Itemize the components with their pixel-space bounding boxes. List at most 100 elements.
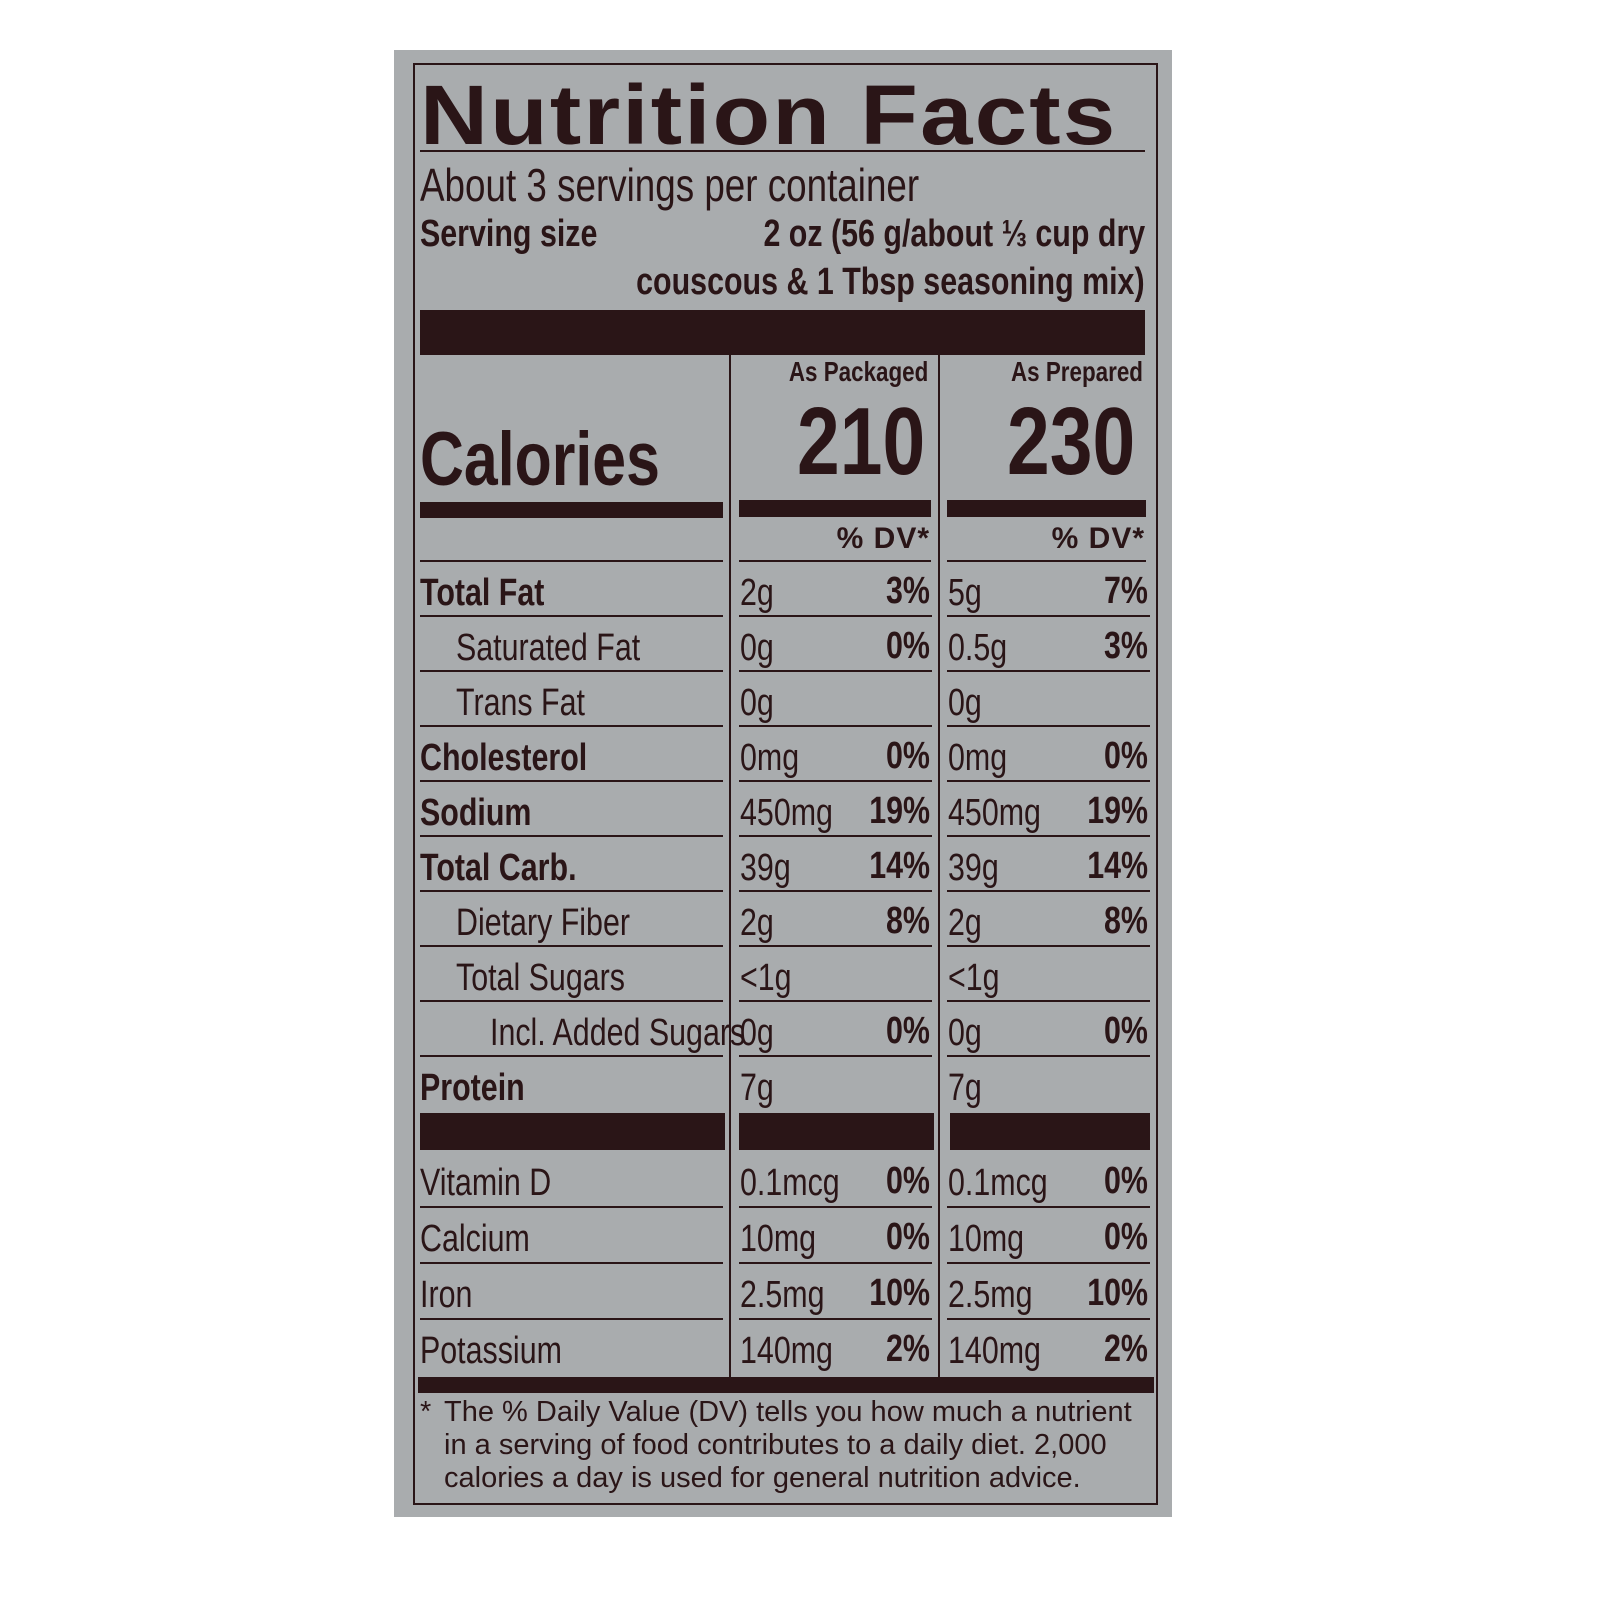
packaged-dv: 2% [875,1322,930,1377]
prepared-amount-text: <1g [948,957,1000,999]
packaged-dv: 0% [875,1210,930,1265]
prepared-amount-text: 140mg [948,1330,1041,1372]
prepared-dv-text: 14% [1087,845,1148,887]
serving-size-label-text: Serving size [420,213,598,255]
row-rule [420,670,723,672]
row-rule [420,1318,723,1320]
prepared-amount-text: 7g [948,1067,982,1109]
nutrient-name-text: Saturated Fat [456,627,641,669]
packaged-amount: 0g [740,676,782,731]
packaged-amount-text: 10mg [740,1218,817,1260]
nutrient-row: Sodium 450mg 19% 450mg 19% [0,782,1600,837]
prepared-amount-text: 2g [948,902,982,944]
vitamin-row: Calcium 10mg 0% 10mg 0% [0,1208,1600,1264]
servings-text: About 3 servings per container [420,159,920,211]
serving-size-label: Serving size [420,212,642,256]
prepared-amount-text: 2.5mg [948,1274,1033,1316]
nutrient-name-text: Calcium [420,1218,530,1260]
packaged-amount-text: 39g [740,847,791,889]
packaged-amount: 7g [740,1061,782,1116]
prepared-dv: 0% [1093,1210,1148,1265]
row-rule [739,1262,932,1264]
prepared-dv-text: 19% [1087,790,1148,832]
row-rule [420,890,723,892]
packaged-amount: 10mg [740,1212,835,1267]
row-rule [947,1206,1150,1208]
prepared-dv: 0% [1093,1004,1148,1059]
prepared-amount: 0g [948,676,990,731]
row-rule [947,1262,1150,1264]
nutrient-name: Total Fat [420,566,576,621]
prepared-amount-text: 0g [948,1012,982,1054]
column-divider-2 [938,355,940,1377]
packaged-amount: 2g [740,566,782,621]
row-rule [739,725,932,727]
prepared-amount-text: 10mg [948,1218,1025,1260]
prepared-amount-text: 0mg [948,737,1008,779]
nutrient-row: Dietary Fiber 2g 8% 2g 8% [0,892,1600,947]
row-rule [947,835,1150,837]
nutrient-name: Incl. Added Sugars [490,1006,809,1061]
calories-rule-label [420,502,723,518]
packaged-amount: 140mg [740,1324,856,1379]
row-rule [420,1262,723,1264]
row-rule [420,945,723,947]
packaged-amount: 2g [740,896,782,951]
row-rule [947,1000,1150,1002]
nutrient-name-text: Protein [420,1067,525,1109]
prepared-amount-text: 450mg [948,792,1041,834]
packaged-dv: 0% [875,1154,930,1209]
row-rule [739,835,932,837]
calories-prepared: 230 [945,392,1135,492]
nutrient-name: Dietary Fiber [456,896,674,951]
nutrient-row: Total Carb. 39g 14% 39g 14% [0,837,1600,892]
packaged-amount: 0g [740,621,782,676]
packaged-dv-text: 2% [886,1328,930,1370]
nutrient-row: Incl. Added Sugars 0g 0% 0g 0% [0,1002,1600,1057]
nutrient-row: Total Fat 2g 3% 5g 7% [0,562,1600,617]
packaged-amount-text: 7g [740,1067,774,1109]
row-rule [739,945,932,947]
prepared-amount-text: 0.5g [948,627,1008,669]
footnote: * The % Daily Value (DV) tells you how m… [420,1396,1150,1495]
nutrient-row: Total Sugars <1g <1g [0,947,1600,1002]
calories-label-text: Calories [420,417,660,502]
packaged-amount: 2.5mg [740,1268,846,1323]
nutrient-name: Vitamin D [420,1156,584,1211]
packaged-dv-text: 19% [869,790,930,832]
nutrient-name-text: Total Fat [420,572,545,614]
nutrient-name-text: Trans Fat [456,682,585,724]
prepared-dv: 8% [1093,894,1148,949]
packaged-amount-text: <1g [740,957,792,999]
packaged-dv-text: 0% [886,735,930,777]
prepared-dv-text: 2% [1104,1328,1148,1370]
prepared-amount-text: 39g [948,847,999,889]
packaged-amount-text: 140mg [740,1330,833,1372]
prepared-dv-text: 0% [1104,735,1148,777]
nutrient-name-text: Dietary Fiber [456,902,630,944]
prepared-amount: 0.5g [948,621,1022,676]
prepared-amount: 7g [948,1061,990,1116]
row-rule [420,725,723,727]
prepared-amount-text: 5g [948,572,982,614]
nutrient-name: Protein [420,1061,551,1116]
nutrient-name: Saturated Fat [456,621,686,676]
title-rule [420,150,1145,152]
footnote-marker: * [420,1396,432,1428]
prepared-dv-text: 0% [1104,1010,1148,1052]
label-title: Nutrition Facts [420,68,1118,162]
rule [947,560,1146,562]
prepared-amount: 0g [948,1006,990,1061]
thick-rule-vitamins-prepared [950,1113,1150,1150]
prepared-amount: 2g [948,896,990,951]
packaged-dv-text: 3% [886,570,930,612]
calories-prepared-value: 230 [1006,388,1135,495]
packaged-amount-text: 0g [740,682,774,724]
packaged-dv: 8% [875,894,930,949]
prepared-dv-text: 7% [1104,570,1148,612]
calories-packaged: 210 [735,392,925,492]
packaged-amount-text: 0g [740,627,774,669]
prepared-amount: <1g [948,951,1012,1006]
packaged-amount-text: 450mg [740,792,833,834]
row-rule [420,780,723,782]
